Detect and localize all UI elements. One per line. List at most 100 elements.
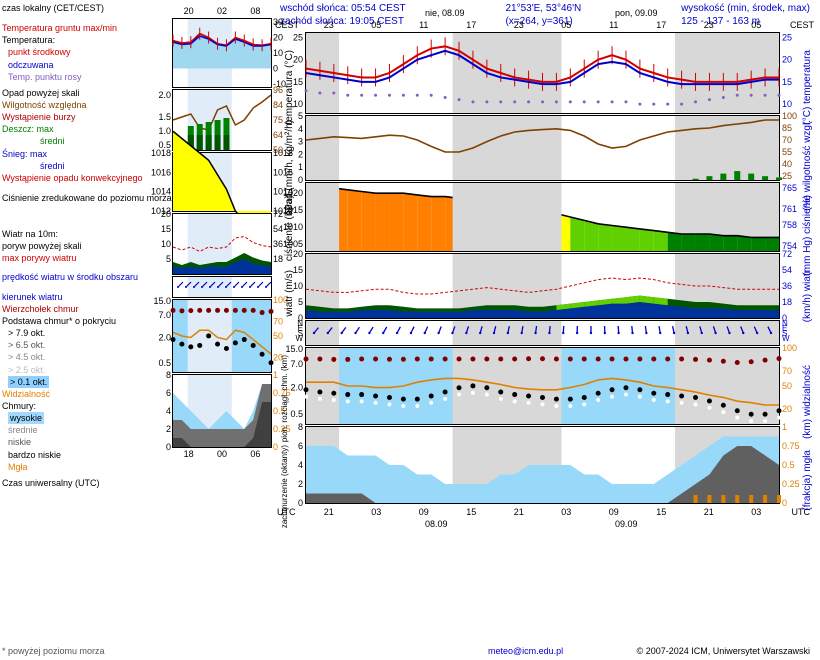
svg-text:70: 70 [782, 135, 792, 145]
svg-text:18: 18 [273, 254, 283, 264]
leg-rain-max: max [37, 124, 54, 134]
svg-text:5: 5 [298, 297, 303, 307]
leg-temp: Temperatura: [2, 34, 172, 46]
leg-tdew: Temp. punktu rosy [2, 71, 172, 83]
rot-press-r: (mm Hg) ciśnienie [802, 195, 813, 276]
svg-text:25: 25 [782, 171, 792, 181]
bot-hours: 21030915210309152103 [305, 507, 780, 517]
leg-cloudtop: Wierzchołek chmur [2, 303, 172, 315]
svg-text:W: W [782, 334, 790, 343]
leg-snow-max: max [30, 149, 47, 159]
main-column: CEST 23051117230511172305 CEST nie, 08.0… [305, 32, 780, 505]
svg-text:1016: 1016 [151, 167, 171, 177]
svg-text:0.75: 0.75 [782, 441, 800, 451]
svg-text:1: 1 [298, 162, 303, 172]
svg-text:15: 15 [161, 224, 171, 234]
footer: * powyżej poziomu morza meteo@icm.edu.pl… [2, 646, 810, 656]
svg-text:2.0: 2.0 [290, 383, 303, 393]
svg-text:20: 20 [782, 404, 792, 414]
svg-text:54: 54 [273, 224, 283, 234]
rot-press-l: ciśnienie (hPa) [284, 195, 295, 261]
leg-utc: Czas uniwersalny (UTC) [2, 477, 172, 489]
svg-text:4: 4 [298, 460, 303, 470]
rot-fog-r: (frakcja) mgła [802, 450, 813, 511]
svg-text:758: 758 [782, 220, 797, 230]
mini-column: 20 02 08 -100102030 2.01.51.00.550647584… [172, 18, 272, 459]
svg-text:1018: 1018 [151, 148, 171, 158]
svg-text:5: 5 [166, 254, 171, 264]
main-wdir: NNEESSWW [305, 320, 780, 346]
svg-text:4: 4 [166, 406, 171, 416]
mini-bh0: 18 [184, 449, 194, 459]
svg-text:40: 40 [782, 159, 792, 169]
svg-text:0.5: 0.5 [782, 460, 795, 470]
coords: 21°53'E, 53°46'N [505, 2, 581, 15]
svg-text:15: 15 [782, 77, 792, 87]
svg-text:50: 50 [782, 381, 792, 391]
leg-precip-scale: Opad powyżej skali [2, 87, 172, 99]
svg-text:0: 0 [273, 442, 278, 452]
leg-gust-max: max porywy wiatru [2, 252, 172, 264]
main-precip: 0123452540557085100 [305, 115, 780, 181]
leg-wspeed: prędkość wiatru w środku obszaru [2, 271, 172, 283]
height-label: wysokość (min, środek, max) [681, 2, 810, 15]
bday1: 09.09 [615, 519, 638, 529]
svg-text:5: 5 [298, 111, 303, 121]
legend: czas lokalny (CET/CEST) Temperatura grun… [2, 2, 172, 489]
leg-tg: Temperatura gruntu max/min [2, 22, 172, 34]
svg-text:55: 55 [782, 147, 792, 157]
svg-text:25: 25 [782, 32, 792, 42]
svg-text:15.0: 15.0 [153, 296, 171, 306]
svg-text:0: 0 [166, 442, 171, 452]
email: meteo@icm.edu.pl [488, 646, 563, 656]
svg-text:20: 20 [273, 33, 283, 43]
main-wind: 05101520018365472 [305, 253, 780, 319]
svg-text:72: 72 [273, 209, 283, 219]
rot-wind-r: (km/h) wiatr [802, 270, 813, 322]
mini-xtop: 20 02 08 [172, 6, 272, 16]
svg-text:1.5: 1.5 [158, 112, 171, 122]
rot-cloud-l: pion. rozciągł. chm. (km) [280, 355, 289, 442]
svg-text:50: 50 [273, 331, 283, 341]
leg-clouds: Chmury: [2, 400, 172, 412]
leg-cfog: Mgła [2, 461, 172, 473]
svg-text:25: 25 [293, 32, 303, 42]
day0: nie, 08.09 [425, 8, 465, 18]
svg-text:2.0: 2.0 [158, 333, 171, 343]
leg-okt79: > 7.9 okt. [2, 327, 172, 339]
svg-text:0: 0 [298, 498, 303, 508]
svg-text:2: 2 [298, 479, 303, 489]
leg-snow-avg: średni [2, 160, 172, 172]
leg-snow: Śnieg: [2, 149, 28, 159]
leg-tfelt: odczuwana [2, 59, 172, 71]
mini-xbot: 18 00 06 [172, 449, 272, 459]
copyright: © 2007-2024 ICM, Uniwersytet Warszawski [637, 646, 810, 656]
leg-press: Ciśnienie zredukowane do poziomu morza [2, 192, 172, 204]
rot-wind-l: wiatr (m/s) [284, 270, 295, 317]
svg-text:0: 0 [298, 175, 303, 185]
svg-text:8: 8 [298, 422, 303, 432]
note: * powyżej poziomu morza [2, 646, 105, 656]
leg-okt65: > 6.5 okt. [2, 339, 172, 351]
svg-text:10: 10 [782, 99, 792, 109]
mini-okt: 0246800.250.50.751 [172, 374, 272, 448]
svg-text:20: 20 [782, 55, 792, 65]
cest-right: CEST [790, 20, 814, 30]
svg-text:96: 96 [273, 85, 283, 95]
leg-rain-avg: średni [2, 135, 172, 147]
svg-text:6: 6 [166, 388, 171, 398]
svg-text:4: 4 [298, 124, 303, 134]
leg-rain: Deszcz: [2, 124, 34, 134]
mini-bh2: 06 [250, 449, 260, 459]
svg-text:84: 84 [273, 100, 283, 110]
svg-text:1014: 1014 [151, 187, 171, 197]
svg-text:W: W [295, 334, 303, 343]
leg-wind10: Wiatr na 10m: [2, 228, 172, 240]
svg-text:85: 85 [782, 123, 792, 133]
sunrise: wschód słońca: 05:54 CEST [280, 2, 406, 15]
leg-tmean: punkt środkowy [2, 46, 172, 58]
svg-text:8: 8 [166, 370, 171, 380]
cest-left: CEST [275, 20, 299, 30]
svg-text:2: 2 [298, 149, 303, 159]
main-temp: 1015202510152025 [305, 32, 780, 114]
